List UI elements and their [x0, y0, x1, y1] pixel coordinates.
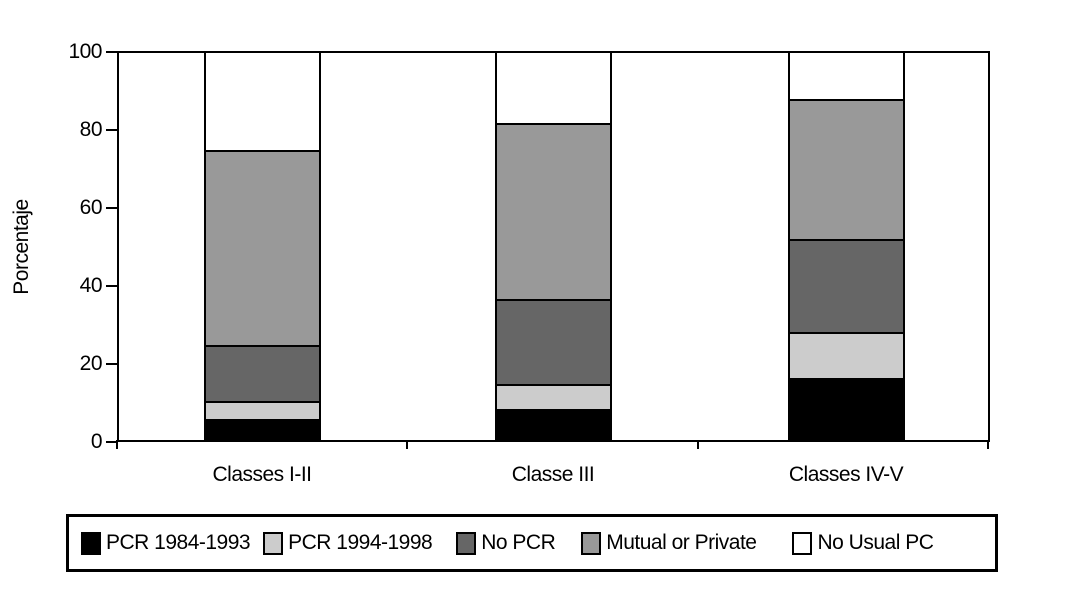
plot-area [117, 51, 990, 442]
legend-label-pcr-1994-1998: PCR 1994-1998 [288, 531, 433, 554]
legend-item-no-pcr: No PCR [456, 531, 556, 555]
y-tick-0 [106, 441, 117, 443]
y-tick-label-40: 40 [79, 274, 103, 297]
legend-item-pcr-1994-1998: PCR 1994-1998 [263, 531, 433, 555]
y-tick-label-60: 60 [79, 196, 103, 219]
segment-classes-iv-v-pcr-1994-1998 [790, 331, 903, 379]
y-tick-label-100: 100 [68, 40, 102, 63]
legend: PCR 1984-1993 PCR 1994-1998 No PCR Mutual o… [66, 514, 998, 572]
segment-classes-i-ii-mutual-or-private [206, 149, 319, 346]
segment-classes-i-ii-no-pcr [206, 345, 319, 402]
x-tick-1 [406, 440, 408, 449]
category-label-classe-iii: Classe III [511, 463, 595, 486]
segment-classe-iii-pcr-1984-1993 [497, 409, 610, 440]
legend-swatch-no-pcr [456, 531, 477, 555]
x-tick-0 [116, 440, 118, 449]
legend-item-no-usual-pc: No Usual PC [792, 531, 934, 555]
segment-classes-iv-v-mutual-or-private [790, 99, 903, 239]
x-tick-2 [697, 440, 699, 449]
segment-classe-iii-no-pcr [497, 298, 610, 384]
y-tick-80 [106, 129, 117, 131]
segment-classes-i-ii-pcr-1984-1993 [206, 418, 319, 440]
y-tick-20 [106, 363, 117, 365]
legend-swatch-mutual-or-private [581, 531, 602, 555]
legend-label-pcr-1984-1993: PCR 1984-1993 [106, 531, 251, 554]
bar-classes-i-ii [204, 53, 321, 440]
segment-classe-iii-pcr-1994-1998 [497, 383, 610, 410]
legend-swatch-pcr-1984-1993 [81, 531, 101, 555]
x-tick-3 [987, 440, 989, 449]
legend-label-no-pcr: No PCR [481, 531, 556, 554]
legend-swatch-no-usual-pc [792, 531, 813, 555]
legend-label-no-usual-pc: No Usual PC [817, 531, 934, 554]
segment-classes-iv-v-no-usual-pc [790, 53, 903, 100]
segment-classe-iii-mutual-or-private [497, 122, 610, 299]
legend-swatch-pcr-1994-1998 [263, 531, 284, 555]
segment-classes-i-ii-no-usual-pc [206, 53, 319, 150]
legend-item-mutual-or-private: Mutual or Private [581, 531, 757, 555]
segment-classe-iii-no-usual-pc [497, 53, 610, 123]
bar-classes-iv-v [788, 53, 905, 440]
segment-classes-i-ii-pcr-1994-1998 [206, 401, 319, 419]
category-label-classes-i-ii: Classes I-II [212, 463, 312, 486]
legend-item-pcr-1984-1993: PCR 1984-1993 [81, 531, 251, 555]
segment-classes-iv-v-no-pcr [790, 238, 903, 332]
category-label-classes-iv-v: Classes IV-V [788, 463, 904, 486]
y-axis-title: Porcentaje [10, 199, 33, 295]
y-tick-40 [106, 285, 117, 287]
y-tick-label-80: 80 [79, 118, 103, 141]
segment-classes-iv-v-pcr-1984-1993 [790, 378, 903, 440]
y-tick-label-0: 0 [90, 430, 103, 453]
legend-label-mutual-or-private: Mutual or Private [606, 531, 757, 554]
y-tick-100 [106, 51, 117, 53]
y-tick-60 [106, 207, 117, 209]
bar-classe-iii [495, 53, 612, 440]
y-tick-label-20: 20 [79, 352, 103, 375]
